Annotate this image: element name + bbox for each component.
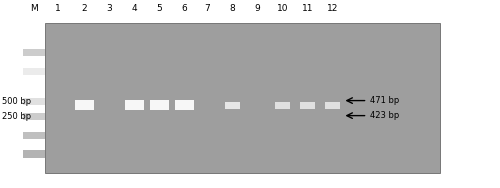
Bar [275, 102, 290, 109]
Text: 3: 3 [106, 4, 112, 13]
Bar [23, 132, 45, 139]
Bar [150, 100, 169, 111]
Text: 1: 1 [54, 4, 60, 13]
Bar [325, 102, 340, 109]
Text: 471 bp: 471 bp [370, 96, 399, 105]
Bar [124, 100, 144, 111]
Bar [23, 98, 45, 105]
Text: 6: 6 [181, 4, 187, 13]
Text: 5: 5 [156, 4, 162, 13]
Bar [23, 150, 45, 158]
Bar [23, 113, 45, 120]
Text: 9: 9 [254, 4, 260, 13]
Bar [300, 102, 315, 109]
Text: 423 bp: 423 bp [370, 111, 399, 120]
FancyBboxPatch shape [45, 23, 440, 173]
Text: 8: 8 [230, 4, 235, 13]
Bar [74, 100, 94, 111]
Bar [225, 102, 240, 109]
Text: 10: 10 [277, 4, 288, 13]
Text: M: M [30, 4, 38, 13]
Text: 11: 11 [302, 4, 313, 13]
Text: 250 bp: 250 bp [2, 112, 32, 121]
Bar [23, 49, 45, 56]
Text: 7: 7 [204, 4, 210, 13]
Text: 4: 4 [131, 4, 137, 13]
Bar [174, 100, 194, 111]
Bar [23, 68, 45, 75]
Text: 12: 12 [327, 4, 338, 13]
Text: 2: 2 [81, 4, 87, 13]
Text: 500 bp: 500 bp [2, 97, 32, 106]
